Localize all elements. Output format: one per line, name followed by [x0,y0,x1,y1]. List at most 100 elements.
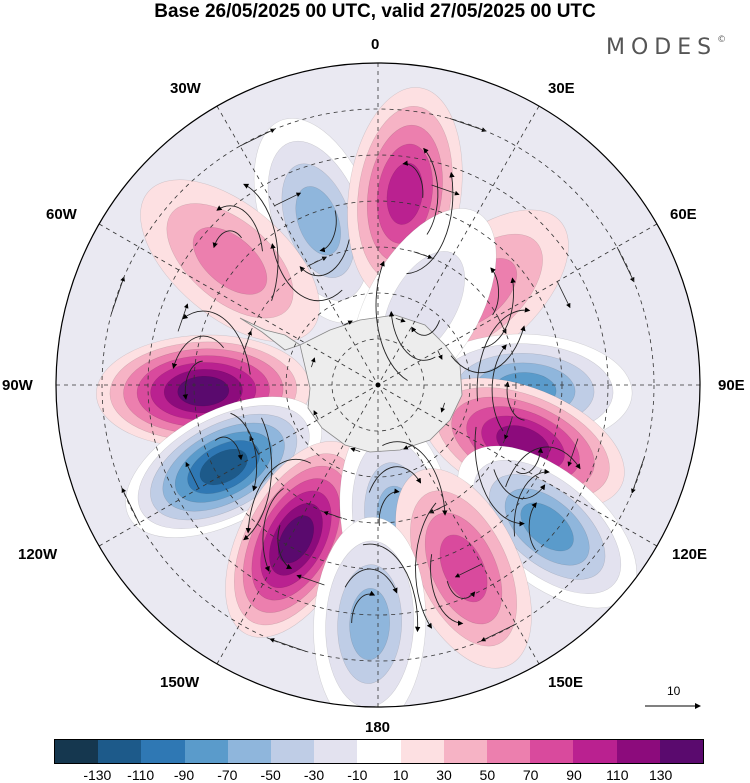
wind-arrow [313,410,319,420]
streamline [351,590,376,624]
wind-arrow [310,357,316,368]
streamline [476,307,531,402]
streamline [243,417,273,541]
wind-arrow [343,320,353,326]
colorbar-tick-label: 70 [522,767,539,783]
streamline [490,267,499,316]
streamline [474,426,525,527]
colorbar-ticks: -130 -110 -90 -70 -50 -30 -10 10 30 50 70 90 110 130 [0,767,750,783]
streamline [382,441,448,516]
anomaly-contour-high-155e [439,534,488,603]
anomaly-contour-high-100w [177,375,230,407]
colorbar-tick-label: 130 [648,767,673,783]
colorbar-tick-label: -110 [127,767,155,783]
anomaly-contour-low-180 [349,588,390,661]
anomaly-contour-high-50w [192,227,268,295]
streamline [406,171,455,275]
wind-arrow [454,563,482,578]
lon-label-0: 0 [371,36,380,53]
wind-streamlines [111,118,645,652]
reference-vector-label: 10 [667,684,681,698]
wind-arrow [177,303,189,332]
wind-arrow [185,461,200,489]
streamline [415,502,437,629]
streamline [182,310,251,375]
wind-arrow [437,350,443,360]
lon-label-120w: 120W [18,546,58,563]
wind-arrow [395,317,406,323]
anomaly-contour-low-115w [199,449,248,486]
map-title: Base 26/05/2025 00 UTC, valid 27/05/2025… [154,1,596,22]
streamline [528,502,537,551]
streamline [243,183,279,301]
streamline [375,260,408,381]
wind-arrow [296,574,325,586]
colorbar-swatch [487,740,531,763]
streamline [481,277,516,349]
colorbar-tick-label: -50 [260,767,281,783]
streamline [411,320,441,336]
streamline [368,466,422,493]
colorbar-swatch [530,740,574,763]
colorbar-swatch [141,740,185,763]
colorbar-tick-label: 30 [436,767,452,783]
colorbar-tick-label: -130 [83,767,112,783]
colorbar-tick-label: 50 [479,767,496,783]
lon-label-60e: 60E [670,206,697,223]
brand-logo: MODES© [606,35,727,60]
streamline [262,487,284,572]
colorbar-tick-label: 110 [606,767,629,783]
wind-arrow [274,192,302,207]
wind-arrow [431,184,460,196]
colorbar-swatch [227,740,272,763]
colorbar-tick-label: -10 [347,767,368,783]
streamline [513,468,550,537]
streamline [378,488,400,526]
streamline [505,446,581,488]
anomaly-contour-low-130e [520,502,574,552]
streamline [216,205,263,252]
latitude-circle [285,292,471,478]
streamline [344,568,398,594]
antarctic-peninsula [239,317,301,351]
colorbar-swatch [573,740,617,763]
south-pole-marker [375,382,381,388]
colorbar-swatch [400,740,444,763]
streamline [450,325,526,374]
wind-arrow [556,281,571,309]
streamline [504,381,525,421]
streamline [430,554,464,626]
lon-label-150e: 150E [548,674,584,691]
colorbar-tick-label: -90 [173,767,195,783]
lon-label-30e: 30E [548,80,575,97]
colorbar-swatch [659,740,704,763]
streamline [402,160,424,198]
streamline [214,436,244,461]
anomaly-contour-low-30w [295,186,341,256]
wind-arrow [567,438,579,467]
wind-arrow [440,402,446,413]
lon-label-120e: 120E [672,546,708,563]
latitude-circle [101,108,655,662]
wind-arrow [403,444,413,450]
anomaly-field [96,87,637,707]
streamline [388,311,436,361]
lon-label-90w: 90W [2,377,33,394]
colorbar-swatch [314,740,358,763]
streamline [362,543,421,633]
streamline [423,147,439,235]
colorbar-tick-label: -30 [303,767,325,783]
map-border [55,62,701,708]
colorbar-tick-label: 10 [392,767,409,783]
streamline [493,469,546,500]
anomaly-contour-high-0 [386,162,424,225]
colorbar-tick-label: 90 [566,767,582,783]
colorbar-swatch [357,740,401,763]
colorbar-swatch [98,740,142,763]
streamline [277,525,293,569]
wind-arrow [504,420,512,440]
streamline [212,230,242,249]
streamline [182,360,203,400]
colorbar-swatch [271,740,315,763]
